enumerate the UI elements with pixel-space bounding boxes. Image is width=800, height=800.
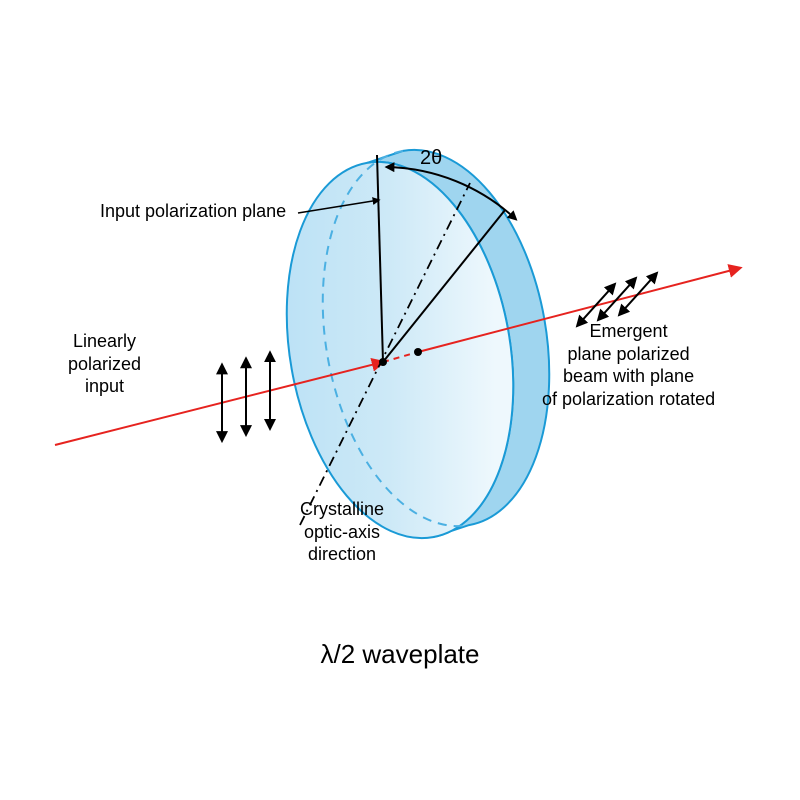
output-polarization-arrow: [619, 273, 656, 315]
center-dot-back: [414, 348, 422, 356]
label-linearly: Linearly polarized input: [68, 330, 141, 398]
label-emergent: Emergent plane polarized beam with plane…: [542, 320, 715, 410]
label-optic-axis: Crystalline optic-axis direction: [300, 498, 384, 566]
label-input-plane: Input polarization plane: [100, 200, 300, 223]
diagram-title: λ/2 waveplate: [0, 638, 800, 671]
label-two-theta: 2θ: [420, 146, 442, 171]
output-polarization-arrow: [598, 278, 635, 320]
